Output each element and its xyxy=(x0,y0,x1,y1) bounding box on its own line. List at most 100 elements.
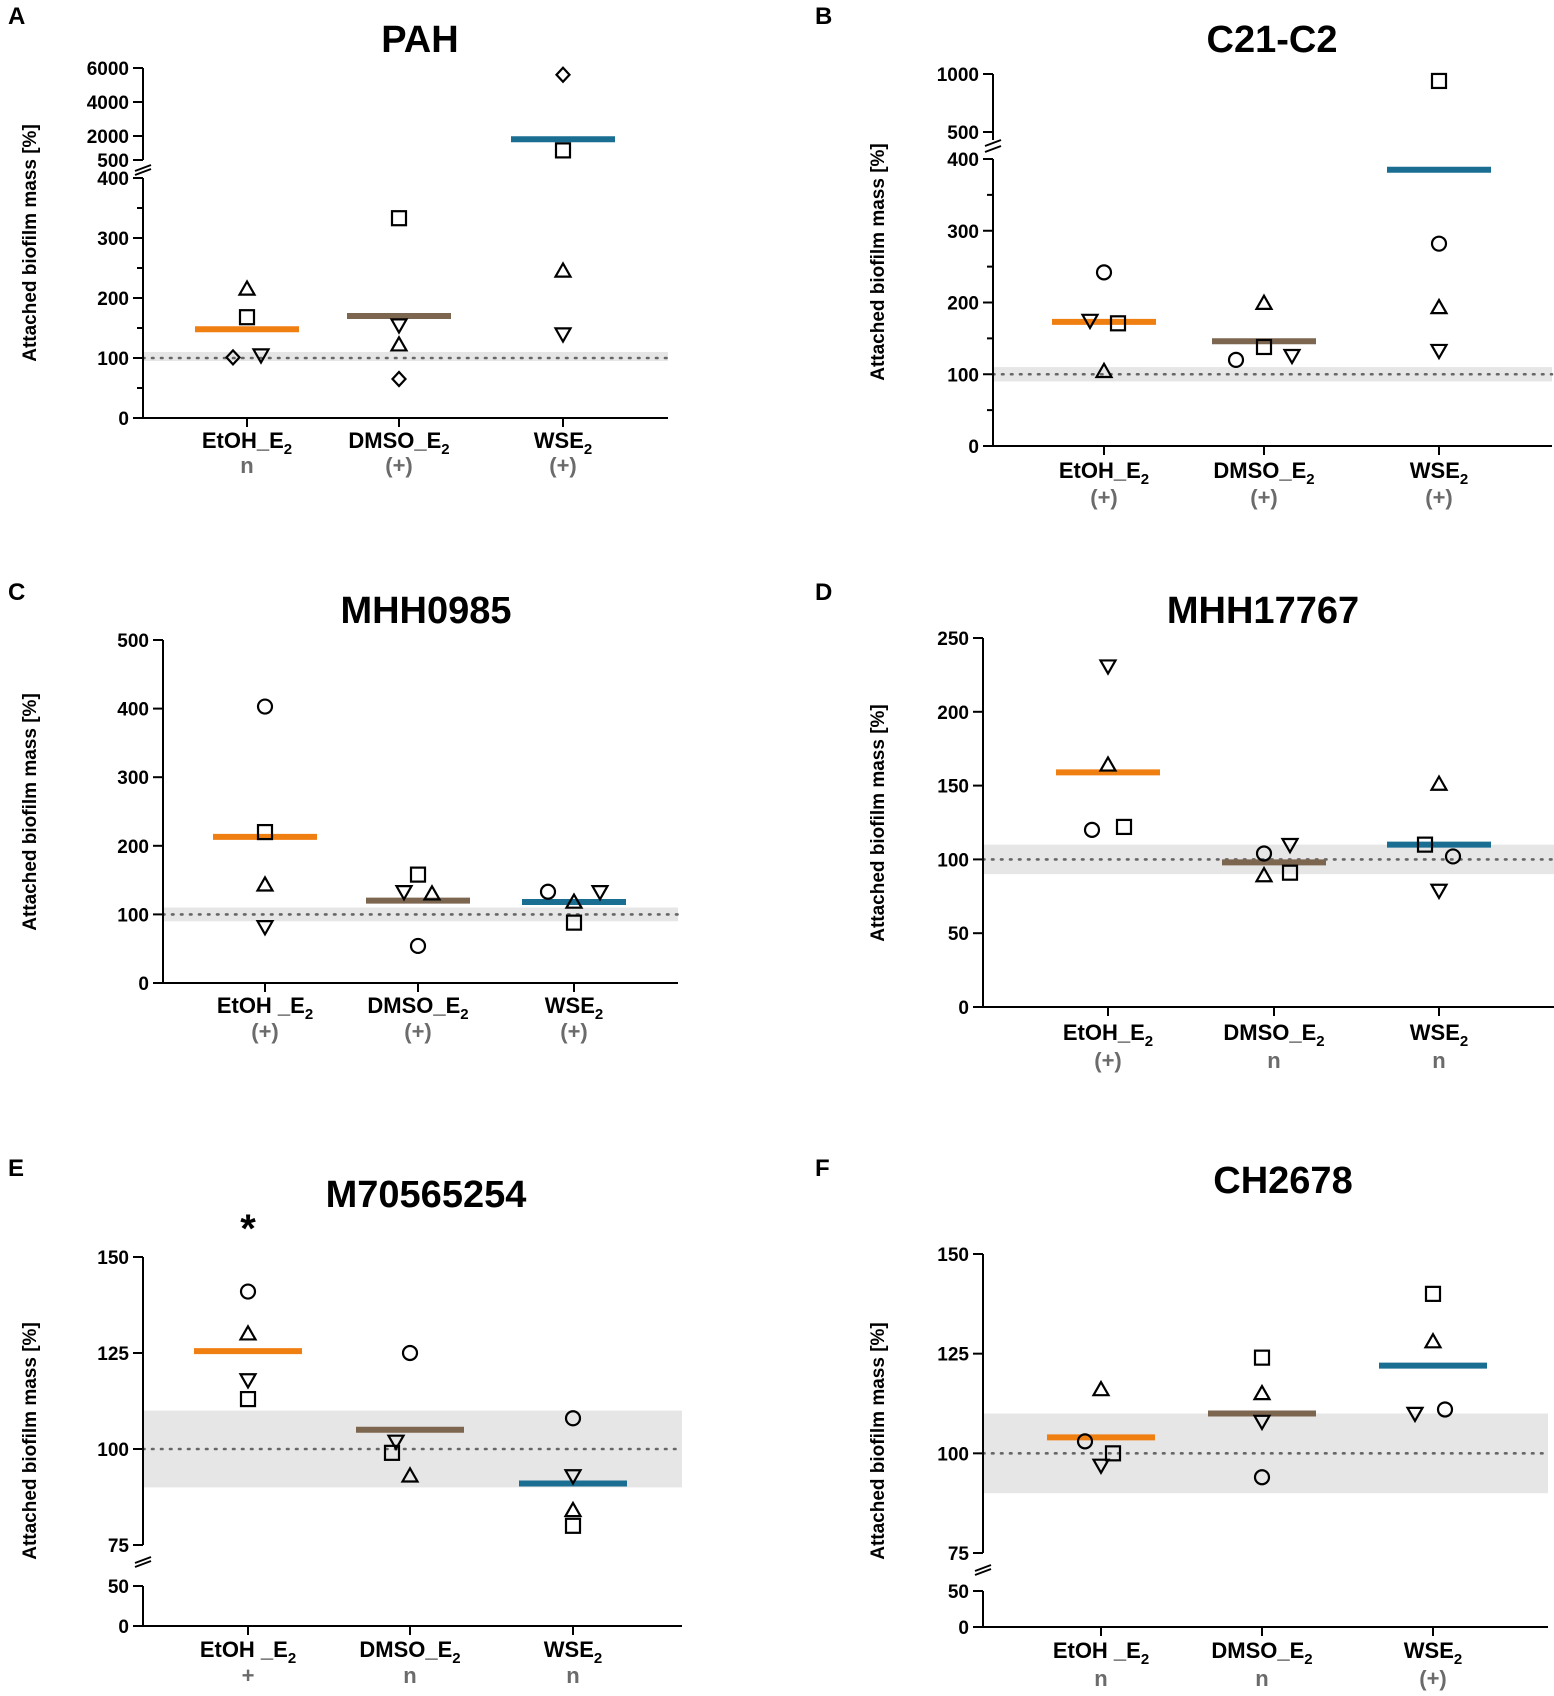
panel-e-point-circle xyxy=(564,1410,582,1427)
panel-b-point-triangle-up xyxy=(1254,293,1274,310)
panel-d-category-label: EtOH_E2 xyxy=(1063,1020,1153,1050)
panel-b-axis-break xyxy=(984,145,1002,153)
panel-d-point-circle xyxy=(1255,845,1273,862)
panel-f-band xyxy=(983,1413,1548,1494)
panel-f-y-tick-label: 125 xyxy=(937,1345,969,1366)
panel-e-title: M70565254 xyxy=(326,1174,527,1216)
panel-c-band xyxy=(163,907,678,922)
panel-b-y-tick-label: 0 xyxy=(968,437,979,458)
panel-d-category-label: DMSO_E2 xyxy=(1223,1020,1324,1050)
panel-b: B C21-C2 Attached biofilm mass [%] 0 100 200 3… xyxy=(815,3,1554,510)
panel-b-category-label: EtOH_E2 xyxy=(1059,458,1149,488)
panel-c-significance-label: (+) xyxy=(404,1019,432,1044)
panel-c-point-square xyxy=(565,914,583,931)
panel-a-significance-label: (+) xyxy=(385,453,413,478)
panel-c-category-label: DMSO_E2 xyxy=(367,993,468,1023)
panel-a-y-tick-label: 2000 xyxy=(87,127,129,148)
panel-f-significance-label: n xyxy=(1255,1666,1268,1691)
panel-a-y-tick-label: 500 xyxy=(97,151,129,172)
panel-f-point-triangle-down xyxy=(1091,1458,1111,1476)
panel-c-category-label: EtOH _E2 xyxy=(217,993,313,1023)
panel-e-significance-star: * xyxy=(240,1207,256,1251)
panel-c-significance-label: (+) xyxy=(560,1019,588,1044)
panel-d-y-tick-label: 250 xyxy=(937,629,969,650)
panel-a-point-square xyxy=(238,309,256,326)
panel-a-ylabel: Attached biofilm mass [%] xyxy=(20,124,41,362)
panel-e-point-square xyxy=(564,1517,582,1534)
panel-e-category-label: EtOH _E2 xyxy=(200,1637,296,1667)
panel-b-y-tick-label: 1000 xyxy=(937,65,979,86)
panel-d-point-circle xyxy=(1444,848,1462,865)
panel-c-letter: C xyxy=(8,579,25,606)
panel-c-point-triangle-down xyxy=(590,885,610,902)
panel-a-y-tick-label: 300 xyxy=(97,229,129,250)
panel-c-significance-label: (+) xyxy=(251,1019,279,1044)
panel-f-point-circle xyxy=(1253,1469,1271,1486)
panel-f-y-tick-label: 50 xyxy=(948,1582,969,1603)
panel-d-significance-label: n xyxy=(1267,1048,1280,1073)
panel-d-point-triangle-down xyxy=(1098,659,1118,676)
panel-a-category-label: DMSO_E2 xyxy=(348,428,449,458)
panel-f-point-square xyxy=(1253,1349,1271,1366)
panel-b-y-tick-label: 200 xyxy=(947,294,979,315)
panel-f-y-tick-label: 100 xyxy=(937,1444,969,1465)
panel-e-category-label: DMSO_E2 xyxy=(359,1637,460,1667)
panel-f-axis-break xyxy=(974,1568,992,1576)
panel-c-y-tick-label: 500 xyxy=(117,631,149,652)
panel-c-point-triangle-down xyxy=(394,885,414,902)
panel-c-point-circle xyxy=(539,883,557,900)
panel-f-letter: F xyxy=(815,1155,830,1182)
panel-f-axis-break xyxy=(974,1564,992,1572)
panel-c-ylabel: Attached biofilm mass [%] xyxy=(20,693,41,931)
panel-f-point-square xyxy=(1424,1285,1442,1302)
panel-c-point-triangle-down xyxy=(255,920,275,937)
panel-f-point-triangle-down xyxy=(1252,1414,1272,1432)
panel-e-point-triangle-down xyxy=(563,1469,583,1486)
panel-c-point-triangle-up xyxy=(564,892,584,909)
panel-f-point-triangle-up xyxy=(1091,1379,1111,1397)
panel-d-significance-label: (+) xyxy=(1094,1048,1122,1073)
panel-c-point-triangle-up xyxy=(422,884,442,901)
panel-a-y-tick-label: 200 xyxy=(97,289,129,310)
panel-e-y-tick-label: 100 xyxy=(97,1440,129,1461)
panel-f-point-circle xyxy=(1436,1401,1454,1418)
panel-a-category-label: EtOH_E2 xyxy=(202,428,292,458)
panel-e-axis-break xyxy=(134,1560,152,1568)
panel-f-ylabel: Attached biofilm mass [%] xyxy=(868,1322,889,1560)
panel-a-point-diamond xyxy=(554,66,572,84)
panel-c-y-tick-label: 100 xyxy=(117,905,149,926)
panel-a-significance-label: (+) xyxy=(549,453,577,478)
panel-e-point-triangle-up xyxy=(238,1324,258,1341)
panel-d-point-square xyxy=(1115,818,1133,836)
panel-c-point-square xyxy=(409,866,427,883)
panel-d-point-triangle-up xyxy=(1254,865,1274,883)
panel-b-point-circle xyxy=(1430,235,1448,252)
panel-d-y-tick-label: 50 xyxy=(948,924,969,945)
panel-d-y-tick-label: 0 xyxy=(958,998,969,1019)
panel-b-point-circle xyxy=(1227,351,1245,368)
panel-b-category-label: DMSO_E2 xyxy=(1213,458,1314,488)
panel-f-category-label: WSE2 xyxy=(1404,1638,1462,1668)
panel-e-significance-label: n xyxy=(403,1663,416,1688)
panel-a-point-triangle-up xyxy=(237,279,257,296)
panel-d-point-triangle-up xyxy=(1429,774,1449,791)
panel-c-point-square xyxy=(256,823,274,841)
panel-f-category-label: EtOH _E2 xyxy=(1053,1638,1149,1668)
panel-e-point-circle xyxy=(401,1344,419,1362)
panel-e-y-tick-label: 0 xyxy=(118,1617,129,1638)
panel-c-y-tick-label: 200 xyxy=(117,837,149,858)
panel-e-point-triangle-down xyxy=(386,1434,406,1452)
panel-b-y-tick-label: 500 xyxy=(947,123,979,144)
panel-a-y-tick-label: 400 xyxy=(97,169,129,190)
panel-a-significance-label: n xyxy=(240,453,253,478)
panel-a-point-triangle-down xyxy=(251,348,271,365)
panel-a-band xyxy=(143,352,668,361)
panel-c-title: MHH0985 xyxy=(340,590,511,632)
panel-e-ylabel: Attached biofilm mass [%] xyxy=(20,1322,41,1560)
panel-b-point-triangle-down xyxy=(1080,313,1100,331)
panel-a-point-diamond xyxy=(224,348,242,367)
panel-c-y-tick-label: 300 xyxy=(117,768,149,789)
panel-c-point-circle xyxy=(409,937,427,955)
panel-e-point-circle xyxy=(239,1283,257,1300)
